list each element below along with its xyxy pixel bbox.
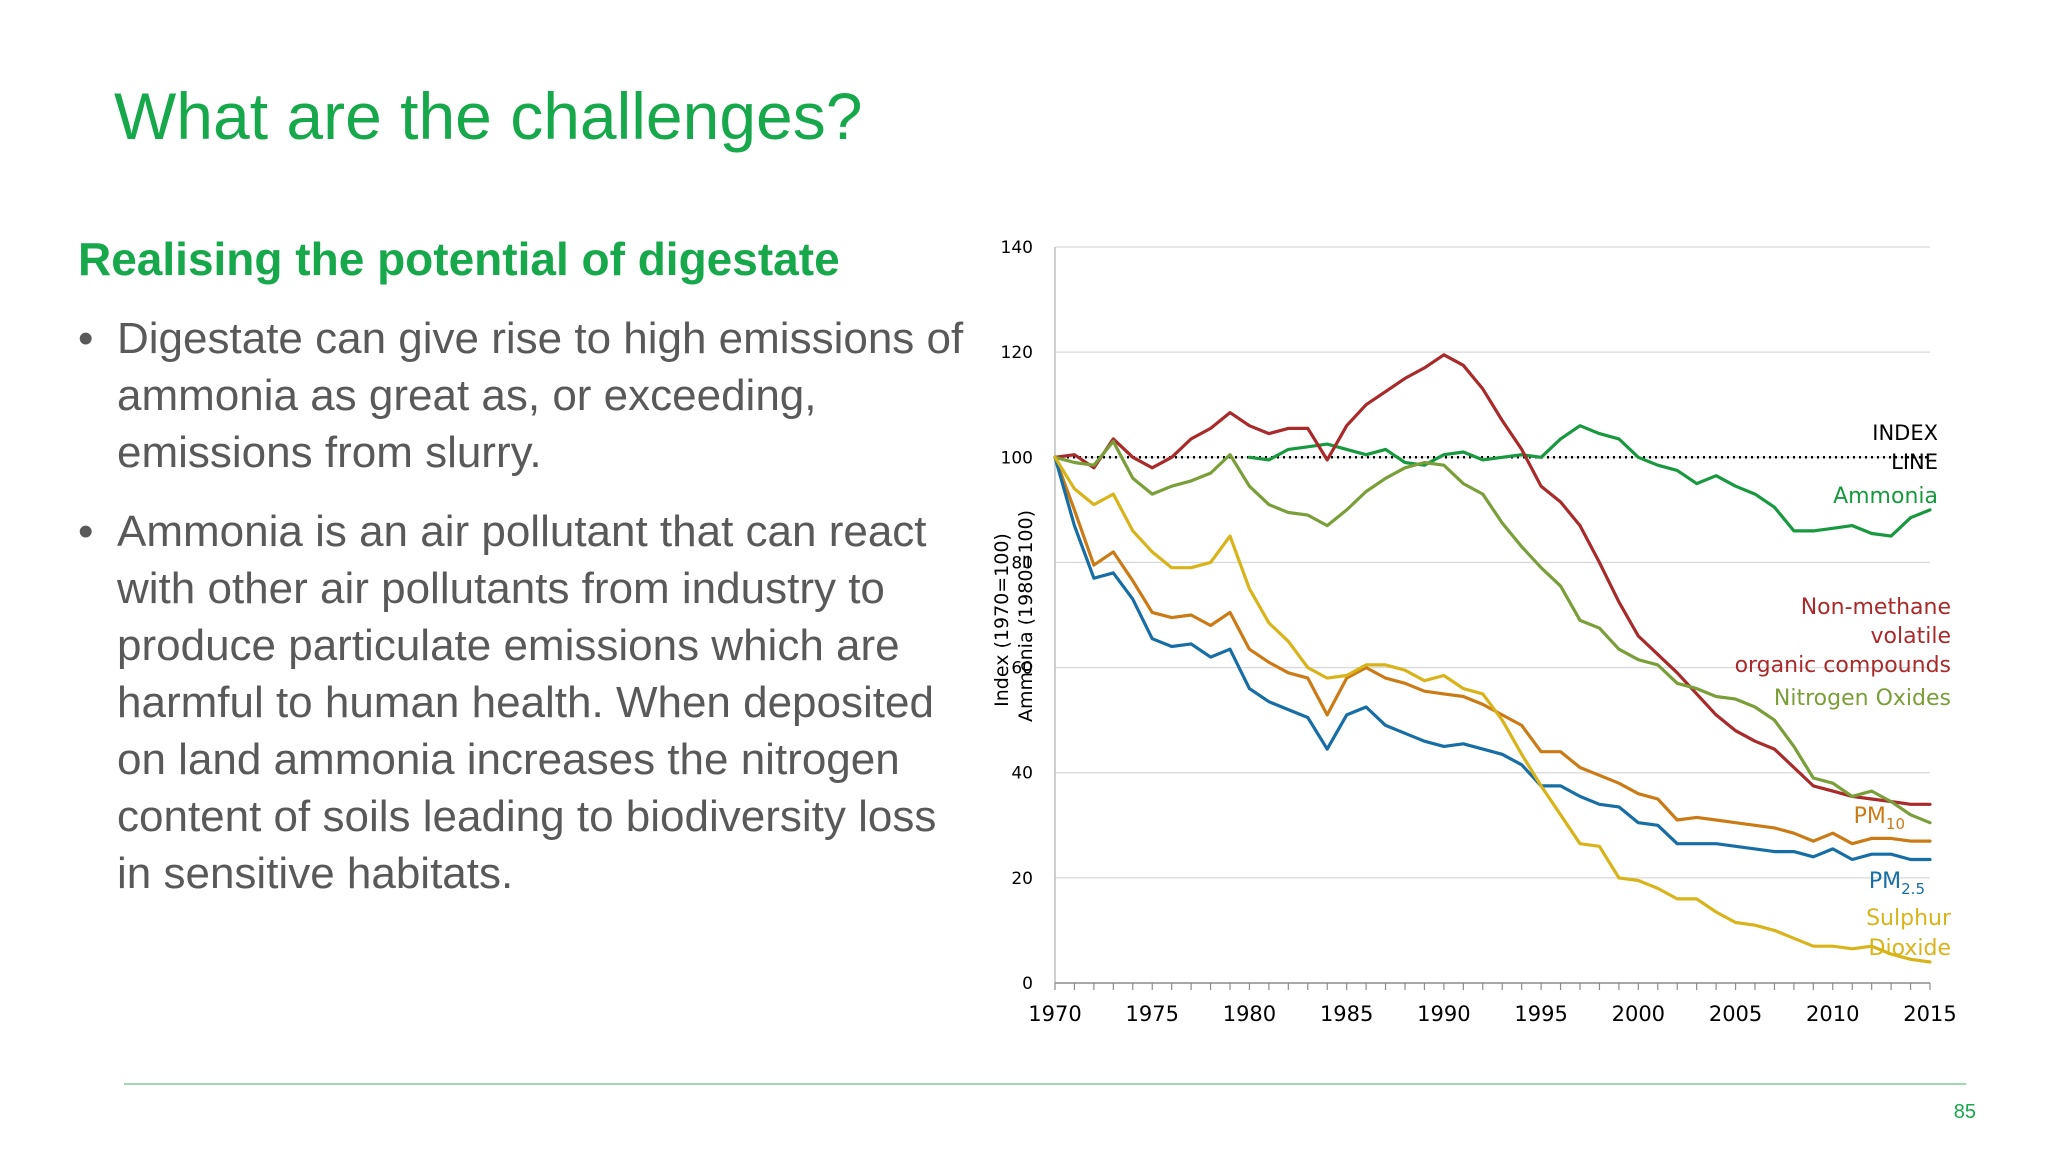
series-label: PM2.5 <box>1869 869 1925 898</box>
bullet-text: Digestate can give rise to high emission… <box>117 314 964 477</box>
series-label: Ammonia <box>1833 484 1938 509</box>
page-title: What are the challenges? <box>114 79 863 153</box>
series-label: Non-methane <box>1801 595 1951 620</box>
x-tick-label: 1975 <box>1125 1002 1178 1026</box>
series-line <box>1053 353 1932 806</box>
bullet-mark: • <box>78 314 94 363</box>
series-line <box>1247 424 1932 538</box>
page-number: 85 <box>1953 1101 1976 1123</box>
series-line <box>1053 455 1932 846</box>
footer-divider <box>124 1083 1966 1085</box>
bullet-list: • Digestate can give rise to high emissi… <box>78 310 978 924</box>
y-axis-label: Ammonia (1980=100) <box>1015 510 1037 722</box>
x-tick-label: 1990 <box>1417 1002 1470 1026</box>
index-line-label: LINE <box>1891 450 1938 474</box>
bullet-item: • Digestate can give rise to high emissi… <box>78 310 978 481</box>
x-tick-label: 2010 <box>1806 1002 1859 1026</box>
bullet-item: • Ammonia is an air pollutant that can r… <box>78 503 978 902</box>
x-tick-label: 2015 <box>1903 1002 1956 1026</box>
y-tick-label: 80 <box>1011 553 1033 573</box>
y-tick-label: 40 <box>1011 764 1033 784</box>
y-tick-label: 140 <box>1001 238 1033 258</box>
index-line-label: INDEX <box>1872 421 1938 445</box>
x-tick-label: 1970 <box>1028 1002 1081 1026</box>
x-tick-label: 2000 <box>1612 1002 1665 1026</box>
series-label: organic compounds <box>1735 653 1951 678</box>
y-tick-label: 120 <box>1001 343 1033 363</box>
series-line <box>1053 455 1932 862</box>
x-tick-label: 2005 <box>1709 1002 1762 1026</box>
slide-subtitle: Realising the potential of digestate <box>78 233 840 285</box>
series-label: Sulphur <box>1866 906 1952 931</box>
x-tick-label: 1985 <box>1320 1002 1373 1026</box>
y-axis-label: Index (1970=100) <box>991 533 1013 707</box>
series-label: volatile <box>1871 624 1951 649</box>
bullet-text: Ammonia is an air pollutant that can rea… <box>117 507 937 898</box>
emissions-line-chart: 0 20 40 60 80 100 120 140 1970 1975 1980 1985 1990 19… <box>991 238 1957 1026</box>
bullet-mark: • <box>78 507 94 556</box>
y-tick-label: 20 <box>1011 869 1033 889</box>
series-label: Nitrogen Oxides <box>1774 686 1951 711</box>
series-label: PM10 <box>1854 804 1905 833</box>
y-tick-label: 60 <box>1011 659 1033 679</box>
y-tick-label: 100 <box>1001 448 1033 468</box>
x-tick-label: 1995 <box>1514 1002 1567 1026</box>
series-line <box>1053 439 1932 825</box>
series-label: Dioxide <box>1869 936 1951 961</box>
y-tick-label: 0 <box>1022 974 1033 994</box>
x-tick-label: 1980 <box>1223 1002 1276 1026</box>
series-line <box>1053 455 1932 964</box>
